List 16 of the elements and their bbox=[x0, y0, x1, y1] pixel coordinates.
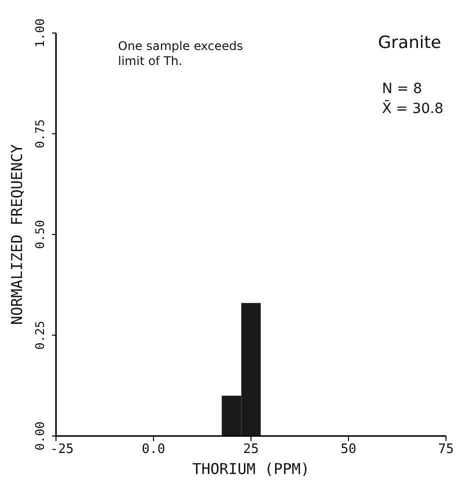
annotation: Granite bbox=[378, 33, 442, 53]
annotation: One sample exceeds limit of Th. bbox=[118, 39, 243, 68]
y-tick-label: 0.50 bbox=[33, 220, 47, 249]
x-tick-label: 25 bbox=[243, 442, 259, 458]
x-tick-label: 0.0 bbox=[142, 442, 166, 458]
annotation: X̄ = 30.8 bbox=[382, 99, 444, 117]
y-tick-label: 0.25 bbox=[33, 320, 47, 350]
x-axis-title: THORIUM (PPM) bbox=[192, 460, 310, 478]
x-tick-label: 50 bbox=[340, 442, 356, 458]
y-tick-label: 0.00 bbox=[33, 422, 47, 450]
annotation: N = 8 bbox=[382, 81, 422, 97]
x-tick-label: -25 bbox=[50, 442, 74, 458]
y-tick-label: 1.00 bbox=[33, 18, 47, 48]
y-tick-label: 0.75 bbox=[33, 119, 47, 148]
x-tick-label: 75 bbox=[438, 442, 454, 458]
y-axis-title: NORMALIZED FREQUENCY bbox=[8, 144, 26, 325]
